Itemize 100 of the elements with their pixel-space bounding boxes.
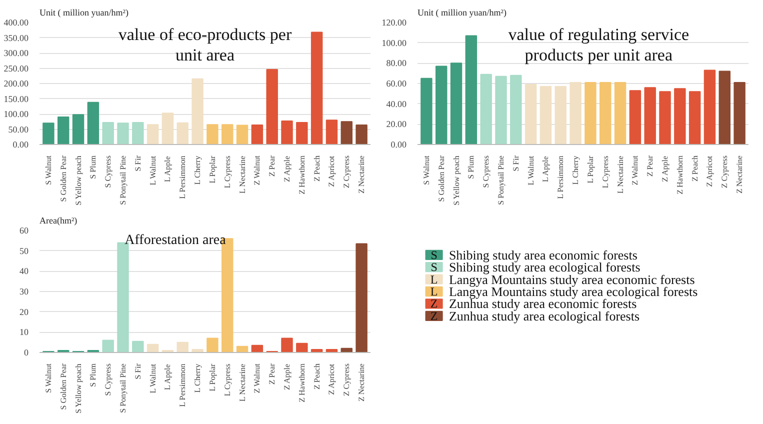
text: S [430, 260, 438, 274]
x-tick-label: S Yellow peach [74, 364, 83, 414]
x-tick-label: L Cherry [193, 156, 202, 185]
y-tick-label: 120.00 [382, 18, 407, 28]
x-tick-label: L Persimmon [556, 156, 566, 199]
x-tick-label: Z Apricot [705, 155, 714, 187]
x-tick-label: L Cherry [193, 364, 202, 393]
x-tick-label: L Poplar [208, 363, 217, 392]
x-tick-label: S Cypress [104, 363, 113, 396]
x-tick-label: S Golden Pear [58, 155, 68, 202]
y-tick-label: 60 [20, 226, 29, 236]
y-tick-label: 100.00 [4, 109, 29, 119]
x-tick-label: Z Apple [282, 363, 292, 390]
y-tick-label: 40 [20, 266, 29, 276]
text: Z [430, 296, 438, 311]
x-tick-label: Z Peach [690, 155, 700, 182]
text: value of regulating service products per unit area [508, 24, 690, 65]
x-tick-label: Z Hawthorn [675, 155, 684, 194]
y-tick-label: 40.00 [386, 98, 407, 109]
y-tick-label: 50 [20, 246, 29, 256]
y-tick-label: 0.00 [390, 140, 407, 150]
x-tick-label: L Cypress [600, 156, 610, 188]
x-tick-label: S Golden Pear [436, 155, 446, 202]
x-tick-label: S Plum [466, 154, 476, 179]
x-tick-label: Z Pear [646, 155, 655, 177]
text: S [430, 248, 438, 262]
text: Z [430, 308, 438, 323]
x-tick-label: S Cypress [104, 155, 113, 188]
text: value of eco-products per unit area [118, 24, 292, 65]
x-tick-label: Z Apple [282, 155, 292, 182]
x-tick-label: L Nectarine [238, 155, 247, 194]
x-tick-label: Z Apple [660, 155, 670, 182]
x-tick-label: S Golden Pear [58, 363, 68, 410]
x-tick-label: Z Walnut [252, 362, 262, 394]
x-tick-label: L Cypress [222, 364, 232, 396]
x-tick-label: L Apple [163, 364, 172, 390]
x-tick-label: Z Pear [268, 155, 277, 177]
x-tick-label: L Persimmon [178, 364, 188, 407]
y-tick-label: 250.00 [4, 63, 29, 74]
x-tick-label: L Cherry [571, 156, 580, 185]
x-tick-label: S Yellow peach [452, 156, 461, 206]
x-tick-label: L Persimmon [178, 156, 188, 199]
x-tick-label: L Walnut [526, 155, 536, 186]
x-tick-label: Z Hawthorn [297, 363, 306, 402]
x-tick-label: S Ponytail Pine [118, 363, 128, 413]
y-tick-label: 400.00 [4, 18, 29, 28]
x-tick-label: S Fir [133, 363, 142, 380]
x-tick-label: L Walnut [148, 155, 158, 186]
x-tick-label: L Apple [163, 156, 172, 182]
x-tick-label: Z Walnut [252, 154, 262, 186]
x-tick-label: S Walnut [44, 362, 53, 393]
y-tick-label: 20 [20, 306, 29, 317]
y-tick-label: 10 [20, 327, 29, 338]
x-tick-label: Z Apricot [327, 363, 336, 395]
y-tick-label: 300.00 [4, 48, 29, 58]
x-tick-label: Z Nectarine [357, 363, 366, 402]
text: L [430, 272, 438, 286]
x-tick-label: L Poplar [586, 155, 595, 184]
x-tick-label: Z Apricot [327, 155, 336, 187]
x-tick-label: Z Cypress [342, 363, 352, 396]
x-tick-label: L Poplar [208, 155, 217, 184]
y-axis-title: Unit ( million yuan/hm²) [40, 8, 128, 18]
y-tick-label: 30 [20, 286, 29, 296]
x-tick-label: S Plum [88, 362, 98, 387]
y-tick-label: 0.00 [12, 140, 29, 150]
y-tick-label: 80.00 [386, 58, 407, 68]
y-tick-label: 50.00 [8, 124, 29, 134]
x-tick-label: Z Peach [312, 363, 322, 390]
category-label: Shibing study area economic forests [448, 247, 638, 262]
x-tick-label: Z Cypress [342, 155, 352, 188]
x-tick-label: L Apple [541, 156, 550, 182]
x-tick-label: Z Nectarine [357, 155, 366, 194]
x-tick-label: S Ponytail Pine [496, 155, 506, 205]
x-tick-label: Z Walnut [630, 154, 640, 186]
y-tick-label: 350.00 [4, 32, 29, 43]
x-tick-label: Z Hawthorn [297, 155, 306, 194]
x-tick-label: Z Peach [312, 155, 322, 182]
x-tick-label: S Cypress [482, 155, 491, 188]
x-tick-label: S Fir [511, 155, 520, 172]
y-tick-label: 150.00 [4, 94, 29, 104]
y-axis-title: Unit ( million yuan/hm²) [418, 8, 506, 18]
y-tick-label: 200.00 [4, 78, 29, 88]
y-tick-label: 100.00 [382, 38, 407, 48]
x-tick-label: L Nectarine [616, 155, 625, 194]
x-tick-label: L Cypress [222, 156, 232, 188]
x-tick-label: S Walnut [44, 154, 53, 185]
chart-title: Afforestation area [124, 232, 227, 248]
x-tick-label: S Ponytail Pine [118, 155, 128, 205]
y-tick-label: 60.00 [386, 78, 407, 88]
x-tick-label: S Plum [88, 154, 98, 179]
x-tick-label: S Walnut [422, 154, 431, 185]
y-tick-label: 20.00 [386, 119, 407, 130]
x-tick-label: S Yellow peach [74, 156, 83, 206]
x-tick-label: Z Nectarine [735, 155, 744, 194]
x-tick-label: L Nectarine [238, 363, 247, 402]
x-tick-label: L Walnut [148, 363, 158, 394]
y-axis-title: Area(hm²) [40, 216, 78, 226]
x-tick-label: S Fir [133, 155, 142, 172]
x-tick-label: Z Cypress [720, 155, 730, 188]
x-tick-label: Z Pear [268, 363, 277, 385]
